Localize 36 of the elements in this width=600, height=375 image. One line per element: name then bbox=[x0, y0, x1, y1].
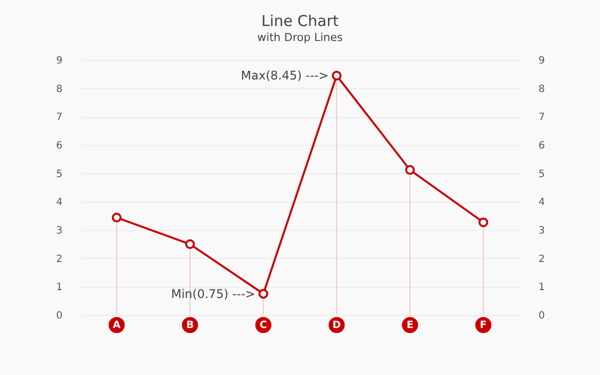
y2-tick-label: 8 bbox=[538, 84, 545, 95]
y2-tick-label: 5 bbox=[538, 168, 545, 180]
x-tick-label: F bbox=[480, 320, 487, 331]
y2-tick-label: 4 bbox=[538, 197, 545, 208]
x-tick-label: D bbox=[332, 320, 341, 331]
point bbox=[112, 212, 122, 222]
annotation: Min(0.75) ---> bbox=[171, 286, 256, 301]
y-tick-label: 8 bbox=[56, 84, 62, 95]
y-tick-label: 2 bbox=[56, 254, 62, 265]
chart-subtitle: with Drop Lines bbox=[257, 31, 343, 44]
y-tick-label: 5 bbox=[56, 168, 62, 180]
y2-tick-label: 6 bbox=[538, 140, 545, 152]
y2-tick-label: 0 bbox=[538, 310, 545, 322]
y2-tick-label: 3 bbox=[538, 226, 545, 236]
point bbox=[332, 70, 342, 80]
y-tick-label: 0 bbox=[56, 310, 62, 322]
y-tick-label: 4 bbox=[56, 197, 62, 208]
x-tick-label: A bbox=[112, 320, 121, 331]
point bbox=[185, 239, 195, 250]
point bbox=[258, 288, 268, 299]
y-tick-label: 7 bbox=[56, 112, 62, 124]
x-tick-label: B bbox=[186, 320, 194, 331]
y2-tick-label: 7 bbox=[538, 112, 545, 124]
y-tick-label: 1 bbox=[56, 282, 62, 294]
chart-title: Line Chart bbox=[261, 12, 339, 30]
annotation: Max(8.45) ---> bbox=[240, 68, 329, 83]
y2-tick-label: 1 bbox=[538, 282, 545, 294]
y-tick-label: 9 bbox=[56, 56, 62, 66]
y-tick-label: 3 bbox=[56, 226, 62, 236]
x-tick-label: E bbox=[406, 320, 414, 331]
x-tick-label: C bbox=[260, 320, 268, 331]
y2-tick-label: 9 bbox=[538, 56, 545, 66]
y2-tick-label: 2 bbox=[538, 254, 545, 265]
point bbox=[478, 217, 488, 228]
y-tick-label: 6 bbox=[56, 140, 62, 152]
point bbox=[405, 165, 415, 175]
